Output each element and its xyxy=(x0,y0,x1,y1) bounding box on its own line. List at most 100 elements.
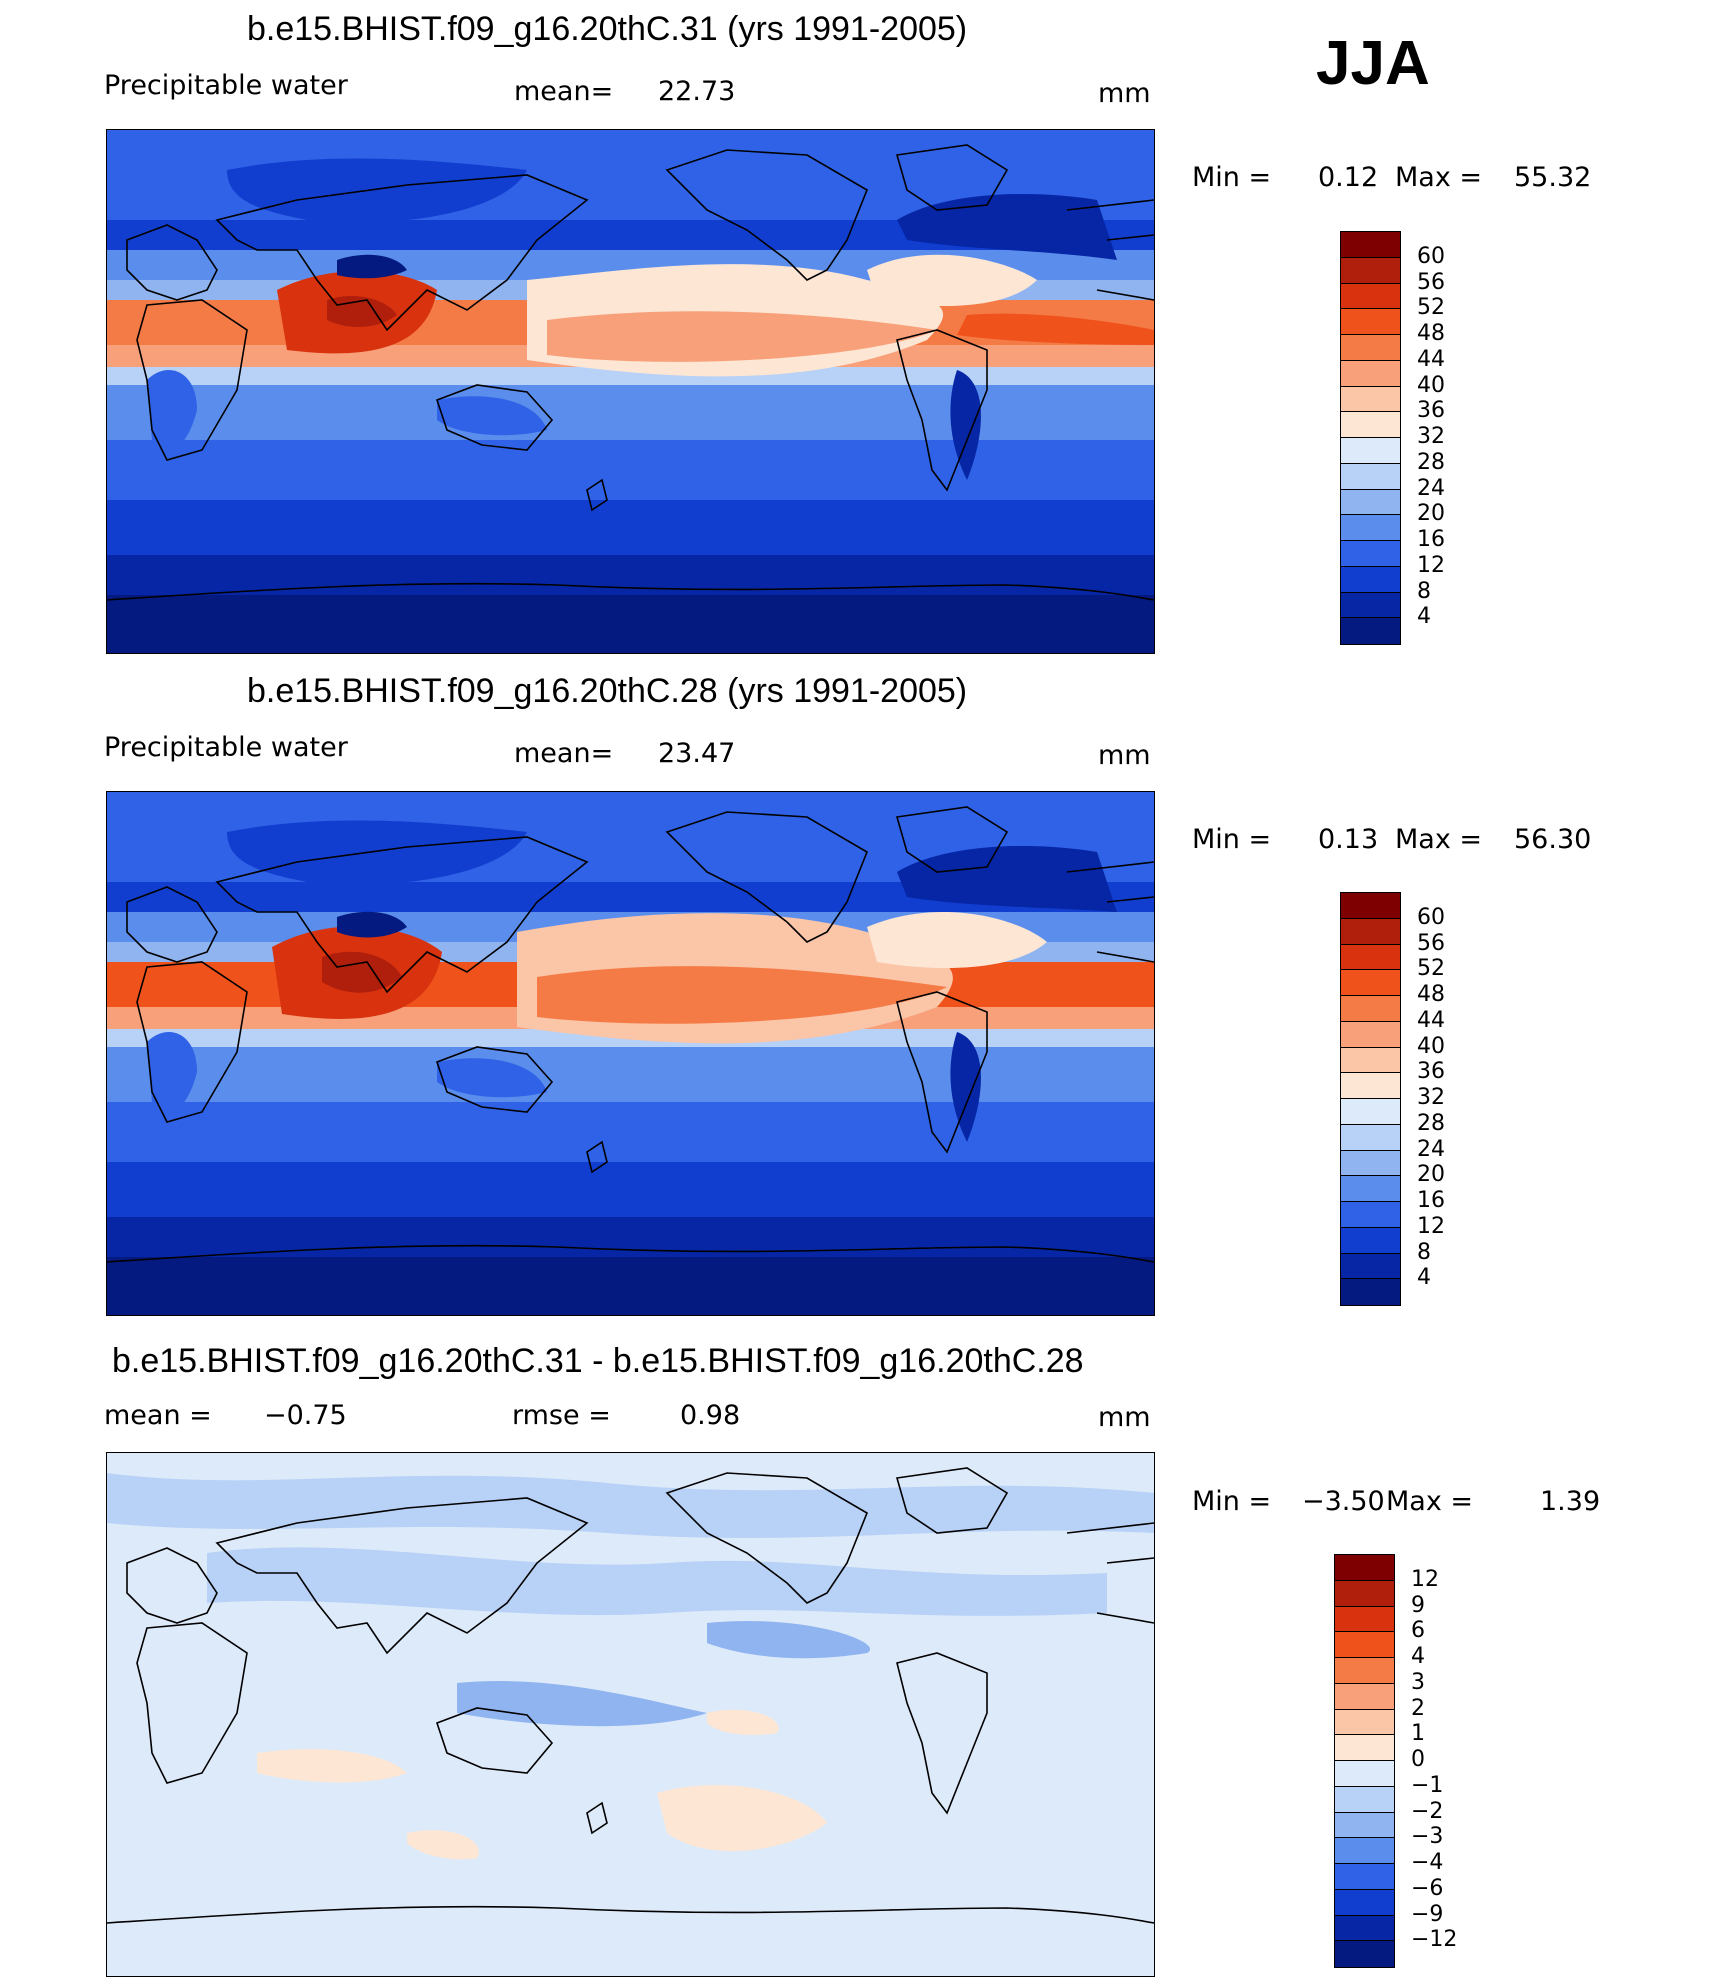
colorbar-block xyxy=(1335,1683,1394,1710)
colorbar-block xyxy=(1341,1227,1400,1254)
panel2-max-value: 56.30 xyxy=(1514,824,1592,855)
colorbar-block xyxy=(1335,1709,1394,1736)
colorbar-tick-label: −3 xyxy=(1411,1824,1444,1850)
colorbar-block xyxy=(1341,592,1400,619)
colorbar-tick-label: 16 xyxy=(1417,1188,1445,1213)
panel2-variable: Precipitable water xyxy=(104,732,348,763)
panel1-max-value: 55.32 xyxy=(1514,162,1592,193)
colorbar-tick-label: −1 xyxy=(1411,1772,1444,1798)
colorbar-tick-label: 4 xyxy=(1411,1644,1425,1669)
colorbar-tick-label: 24 xyxy=(1417,1136,1445,1162)
colorbar-block xyxy=(1341,1253,1400,1280)
colorbar-tick-label: 9 xyxy=(1411,1592,1425,1618)
colorbar-tick-label: 52 xyxy=(1417,295,1445,321)
colorbar-tick-label: 40 xyxy=(1417,1033,1445,1059)
colorbar-tick-label: 16 xyxy=(1417,527,1445,552)
colorbar-block xyxy=(1335,1606,1394,1633)
colorbar-block xyxy=(1341,386,1400,413)
colorbar-block xyxy=(1335,1941,1394,1967)
colorbar-tick-label: 28 xyxy=(1417,449,1445,475)
panel3-min-value: −3.50 xyxy=(1302,1486,1385,1517)
colorbar-block xyxy=(1341,412,1400,438)
colorbar-tick-label: 32 xyxy=(1417,1085,1445,1110)
colorbar-block xyxy=(1341,463,1400,490)
colorbar-block xyxy=(1335,1735,1394,1761)
colorbar-tick-label: −4 xyxy=(1411,1850,1444,1875)
colorbar-block xyxy=(1335,1632,1394,1658)
panel2-min-label: Min = xyxy=(1192,824,1272,855)
colorbar-block xyxy=(1335,1580,1394,1607)
panel1-title: b.e15.BHIST.f09_g16.20thC.31 (yrs 1991-2… xyxy=(247,10,968,48)
colorbar-tick-label: 44 xyxy=(1417,1007,1445,1033)
season-label: JJA xyxy=(1316,29,1430,98)
colorbar-tick-label: −9 xyxy=(1411,1901,1444,1927)
colorbar-tick-label: −12 xyxy=(1411,1927,1458,1953)
colorbar-block xyxy=(1341,1150,1400,1177)
colorbar-block xyxy=(1341,944,1400,971)
colorbar-block xyxy=(1341,996,1400,1022)
panel3-min-label: Min = xyxy=(1192,1486,1272,1517)
colorbar-tick-label: 48 xyxy=(1417,982,1445,1007)
panel3-rmse-value: 0.98 xyxy=(680,1400,741,1431)
panel3-colorbar xyxy=(1334,1554,1395,1968)
colorbar-block xyxy=(1335,1658,1394,1684)
panel1-colorbar xyxy=(1340,231,1401,645)
panel3-max-label: Max = xyxy=(1386,1486,1474,1517)
colorbar-tick-label: 12 xyxy=(1417,552,1445,578)
panel3-max-value: 1.39 xyxy=(1540,1486,1601,1517)
colorbar-block xyxy=(1341,515,1400,541)
colorbar-block xyxy=(1341,257,1400,284)
colorbar-block xyxy=(1341,360,1400,387)
colorbar-block xyxy=(1341,1124,1400,1151)
colorbar-tick-label: 20 xyxy=(1417,1162,1445,1188)
colorbar-block xyxy=(1335,1812,1394,1839)
colorbar-block xyxy=(1341,1176,1400,1202)
panel1-max-label: Max = xyxy=(1395,162,1483,193)
colorbar-block xyxy=(1341,1099,1400,1125)
colorbar-tick-label: 28 xyxy=(1417,1110,1445,1136)
panel3-rmse-label: rmse = xyxy=(512,1400,611,1431)
colorbar-block xyxy=(1335,1889,1394,1916)
panel1-units: mm xyxy=(1098,78,1151,109)
colorbar-tick-label: 12 xyxy=(1411,1566,1439,1592)
colorbar-block xyxy=(1341,438,1400,464)
panel1-min-label: Min = xyxy=(1192,162,1272,193)
panel2-map xyxy=(106,791,1155,1316)
colorbar-tick-label: 2 xyxy=(1411,1695,1425,1721)
colorbar-tick-label: 20 xyxy=(1417,501,1445,527)
panel2-mean-label: mean= xyxy=(514,738,614,769)
colorbar-block xyxy=(1335,1838,1394,1864)
panel3-title: b.e15.BHIST.f09_g16.20thC.31 - b.e15.BHI… xyxy=(112,1342,1084,1380)
panel2-mean-value: 23.47 xyxy=(658,738,736,769)
colorbar-tick-label: 8 xyxy=(1417,578,1431,604)
panel2-title: b.e15.BHIST.f09_g16.20thC.28 (yrs 1991-2… xyxy=(247,672,968,710)
colorbar-tick-label: 60 xyxy=(1417,243,1445,269)
colorbar-tick-label: 6 xyxy=(1411,1618,1425,1644)
colorbar-block xyxy=(1341,283,1400,310)
colorbar-tick-label: 24 xyxy=(1417,475,1445,501)
colorbar-tick-label: 48 xyxy=(1417,321,1445,346)
colorbar-tick-label: 40 xyxy=(1417,372,1445,398)
panel2-max-label: Max = xyxy=(1395,824,1483,855)
colorbar-block xyxy=(1341,918,1400,945)
colorbar-block xyxy=(1335,1786,1394,1813)
panel3-mean-value: −0.75 xyxy=(264,1400,347,1431)
colorbar-tick-label: 4 xyxy=(1417,1265,1431,1291)
colorbar-tick-label: −6 xyxy=(1411,1875,1444,1901)
colorbar-tick-label: 4 xyxy=(1417,604,1431,630)
colorbar-tick-label: 56 xyxy=(1417,930,1445,956)
panel2-min-value: 0.13 xyxy=(1318,824,1379,855)
colorbar-tick-label: 3 xyxy=(1411,1669,1425,1695)
panel1-mean-label: mean= xyxy=(514,76,614,107)
colorbar-block xyxy=(1341,1279,1400,1305)
colorbar-block xyxy=(1341,1021,1400,1048)
colorbar-block xyxy=(1341,1073,1400,1099)
colorbar-block xyxy=(1341,232,1400,258)
colorbar-block xyxy=(1341,566,1400,593)
colorbar-tick-label: 60 xyxy=(1417,904,1445,930)
colorbar-block xyxy=(1335,1864,1394,1890)
colorbar-block xyxy=(1335,1915,1394,1942)
colorbar-block xyxy=(1341,893,1400,919)
colorbar-tick-label: 0 xyxy=(1411,1747,1425,1772)
colorbar-tick-label: −2 xyxy=(1411,1798,1444,1824)
